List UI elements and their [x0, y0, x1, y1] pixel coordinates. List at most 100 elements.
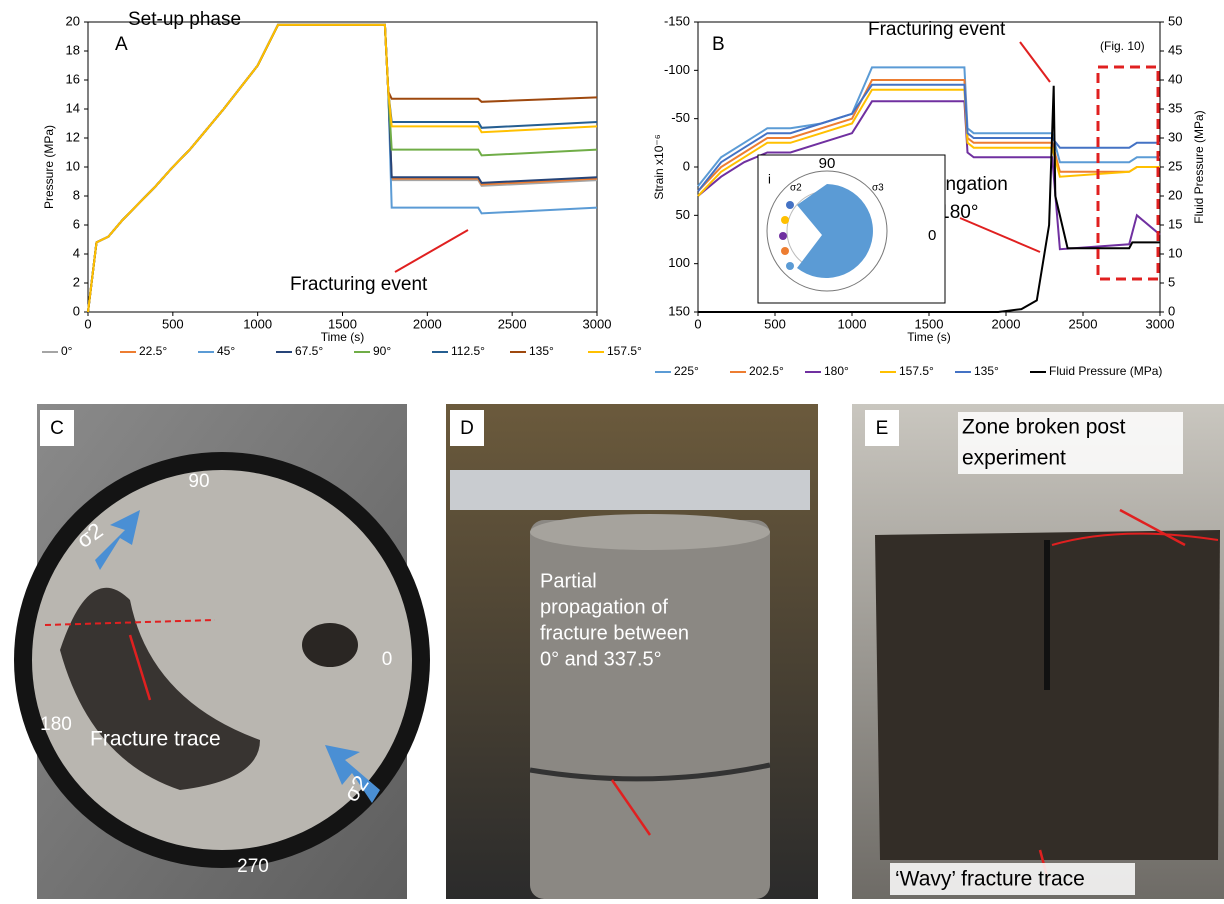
- polar-dot: [781, 216, 789, 224]
- series-line: [88, 25, 597, 312]
- series-line: [88, 25, 597, 312]
- legend-label: 157.5°: [607, 344, 642, 358]
- y2-tick-label: 35: [1168, 100, 1182, 115]
- y-tick-label: -50: [671, 110, 690, 125]
- note-line: ‘Wavy’ fracture trace: [895, 868, 1085, 891]
- x-tick-label: 500: [162, 316, 184, 331]
- y2-axis-label: Fluid Pressure (MPa): [1192, 110, 1206, 223]
- inset-angle: 90: [819, 155, 836, 172]
- annotation: Fracturing event: [290, 274, 428, 295]
- series-line: [88, 25, 597, 312]
- legend-label: 45°: [217, 344, 235, 358]
- series-line: [88, 25, 597, 312]
- x-axis-label: Time (s): [321, 330, 365, 344]
- panel-label: C: [50, 418, 64, 439]
- note-line: 0° and 337.5°: [540, 648, 662, 670]
- polar-dot: [779, 232, 787, 240]
- y-tick-label: 2: [73, 274, 80, 289]
- note-line: Partial: [540, 570, 597, 592]
- stain: [302, 623, 358, 667]
- inset-label: i: [768, 171, 771, 186]
- photo-e: E Zone broken post experiment ‘Wavy’ fra…: [852, 404, 1224, 899]
- plot-frame: [88, 22, 597, 312]
- x-tick-label: 2500: [1069, 316, 1098, 331]
- trace-label: Fracture trace: [90, 728, 221, 751]
- series-line: [88, 25, 597, 312]
- y-tick-label: 18: [66, 42, 80, 57]
- y2-tick-label: 15: [1168, 216, 1182, 231]
- y-tick-label: 10: [66, 158, 80, 173]
- y-tick-label: 0: [683, 158, 690, 173]
- y-tick-label: 0: [73, 303, 80, 318]
- legend-label: 22.5°: [139, 344, 167, 358]
- inset: i 90 0 σ2 σ3: [758, 155, 945, 303]
- note-line: fracture between: [540, 622, 689, 644]
- y-tick-label: 6: [73, 216, 80, 231]
- legend-label: 180°: [824, 364, 849, 378]
- y-tick-label: 50: [676, 207, 690, 222]
- legend-label: 157.5°: [899, 364, 934, 378]
- y-tick-label: 8: [73, 187, 80, 202]
- sample-top: [530, 514, 770, 550]
- angle-label: 180: [40, 714, 72, 735]
- y-tick-label: 150: [668, 303, 690, 318]
- x-axis-label: Time (s): [907, 330, 951, 344]
- y-axis-label: Pressure (MPa): [42, 125, 56, 209]
- legend-label: 112.5°: [451, 344, 485, 358]
- legend-label: 90°: [373, 344, 391, 358]
- note-line: experiment: [962, 447, 1066, 470]
- polar-dot: [786, 262, 794, 270]
- frame-bar: [450, 470, 810, 510]
- y2-tick-label: 30: [1168, 129, 1182, 144]
- y-tick-label: 4: [73, 245, 80, 260]
- y-tick-label: -100: [664, 62, 690, 77]
- series-line: [88, 25, 597, 312]
- note-line: Zone broken post: [962, 416, 1126, 439]
- legend-label: 135°: [974, 364, 999, 378]
- y-axis-label: Strain x10⁻⁶: [652, 134, 666, 199]
- series-line: [88, 25, 597, 312]
- angle-label: 0: [382, 649, 393, 670]
- annotation: Fracturing event: [868, 19, 1006, 40]
- legend-label: 202.5°: [749, 364, 784, 378]
- panel-label: D: [460, 418, 474, 439]
- angle-label: 270: [237, 856, 269, 877]
- y-tick-label: 14: [66, 100, 80, 115]
- panel-label: E: [876, 418, 889, 439]
- y2-tick-label: 25: [1168, 158, 1182, 173]
- x-tick-label: 0: [694, 316, 701, 331]
- y2-tick-label: 20: [1168, 187, 1182, 202]
- polar-dot: [786, 201, 794, 209]
- y-tick-label: 12: [66, 129, 80, 144]
- legend-label: 67.5°: [295, 344, 323, 358]
- y2-tick-label: 50: [1168, 13, 1182, 28]
- x-tick-label: 3000: [1146, 316, 1175, 331]
- y2-tick-label: 5: [1168, 274, 1175, 289]
- annotation: Set-up phase: [128, 9, 241, 30]
- figure: 050010001500200025003000-150-100-5005010…: [0, 0, 1224, 899]
- y2-tick-label: 0: [1168, 303, 1175, 318]
- arrow: [1020, 42, 1050, 82]
- x-tick-label: 0: [84, 316, 91, 331]
- photo-c: C 90 0 180 270 σ2 σ2 Fracture trace: [14, 404, 430, 899]
- y2-tick-label: 40: [1168, 71, 1182, 86]
- y-tick-label: 20: [66, 13, 80, 28]
- x-tick-label: 2500: [498, 316, 527, 331]
- polar-dot: [781, 247, 789, 255]
- x-tick-label: 1000: [243, 316, 272, 331]
- y-tick-label: 100: [668, 255, 690, 270]
- panel-label: B: [712, 34, 725, 55]
- annotation: (Fig. 10): [1100, 39, 1145, 53]
- x-tick-label: 3000: [583, 316, 612, 331]
- x-tick-label: 500: [764, 316, 786, 331]
- legend-label: Fluid Pressure (MPa): [1049, 364, 1162, 378]
- arrow: [960, 218, 1040, 252]
- x-tick-label: 2000: [992, 316, 1021, 331]
- arrow: [395, 230, 468, 272]
- inset-stress: σ2: [790, 183, 802, 194]
- y2-tick-label: 10: [1168, 245, 1182, 260]
- legend-label: 225°: [674, 364, 699, 378]
- inset-angle: 0: [928, 227, 936, 244]
- series-line: [88, 25, 597, 312]
